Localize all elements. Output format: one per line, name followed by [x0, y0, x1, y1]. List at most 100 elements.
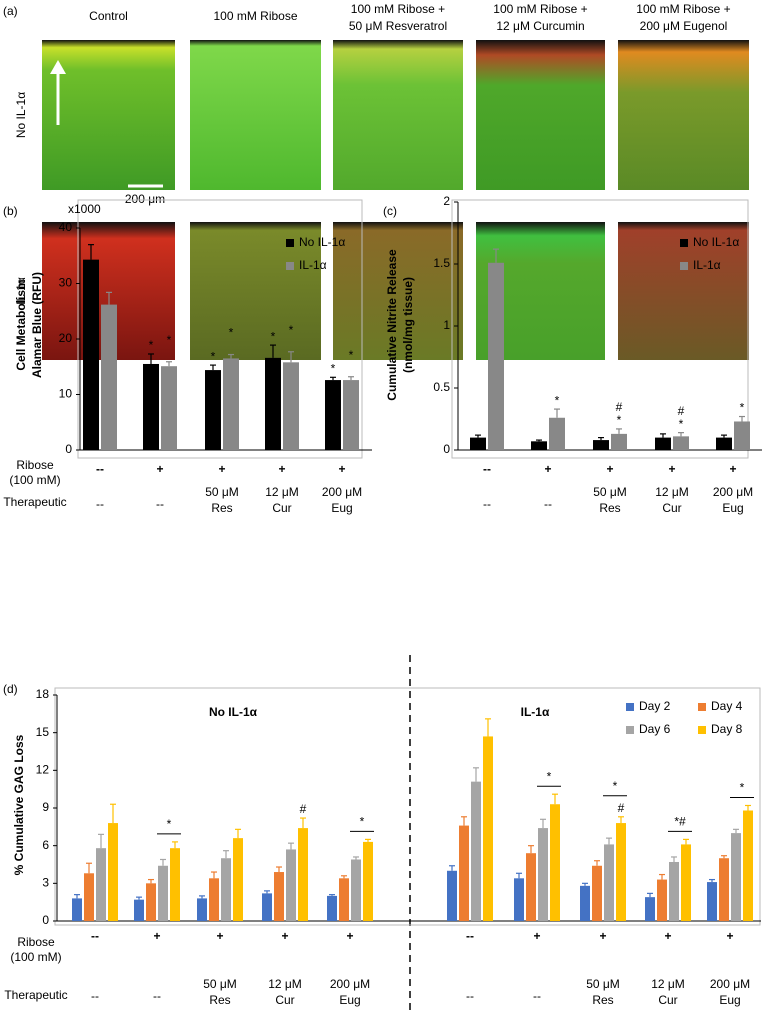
y-tick-label: 0.5	[433, 380, 450, 394]
significance-mark: *	[229, 326, 234, 340]
therapeutic-label: Cur	[275, 993, 294, 1007]
significance-mark: #	[678, 404, 685, 418]
bar	[286, 849, 296, 921]
bar	[223, 358, 239, 450]
legend-swatch	[680, 239, 688, 247]
row-label: Therapeutic	[4, 988, 67, 1002]
y-tick-label: 0	[65, 442, 72, 456]
bar	[205, 370, 221, 450]
bar	[550, 804, 560, 921]
panel-label: (b)	[3, 204, 18, 218]
ribose-mark: --	[466, 929, 474, 943]
column-header: 50 μM Resveratrol	[349, 19, 447, 33]
significance-mark: #	[616, 400, 623, 414]
significance-mark: *	[547, 769, 552, 783]
legend-label: Day 6	[639, 722, 671, 736]
y-axis-label: % Cumulative GAG Loss	[12, 734, 26, 875]
y-tick-label: 20	[59, 331, 73, 345]
scale-bar-label: 200 μm	[125, 192, 165, 206]
y-axis-label: Cell Metabolism	[14, 279, 28, 370]
therapeutic-label: 200 μM	[713, 485, 753, 499]
bar	[483, 736, 493, 921]
ribose-mark: +	[729, 462, 736, 476]
legend-swatch	[626, 703, 634, 711]
therapeutic-label: 50 μM	[205, 485, 239, 499]
panel-label: (a)	[3, 4, 18, 18]
bar	[170, 848, 180, 921]
y-tick-label: 1.5	[433, 256, 450, 270]
bar	[274, 872, 284, 921]
row-label: IL-1α	[14, 277, 28, 305]
ribose-mark: +	[726, 929, 733, 943]
ribose-mark: +	[153, 929, 160, 943]
therapeutic-label: 200 μM	[322, 485, 362, 499]
bar	[669, 861, 679, 921]
row-label: (100 mM)	[9, 473, 60, 487]
therapeutic-label: Eug	[719, 993, 740, 1007]
bar	[265, 357, 281, 450]
bar	[471, 781, 481, 921]
legend-label: Day 8	[711, 722, 743, 736]
therapeutic-label: --	[96, 497, 104, 511]
y-tick-label: 6	[42, 838, 49, 852]
column-header: 12 μM Curcumin	[496, 19, 584, 33]
significance-mark: *	[211, 349, 216, 363]
ribose-mark: --	[91, 929, 99, 943]
legend-label: No IL-1α	[693, 235, 739, 249]
bar	[84, 873, 94, 921]
bar	[611, 433, 627, 450]
therapeutic-label: Res	[211, 501, 232, 515]
legend-swatch	[626, 726, 634, 734]
legend-label: IL-1α	[693, 258, 721, 272]
therapeutic-label: Cur	[662, 501, 681, 515]
y-tick-label: 3	[42, 876, 49, 890]
ribose-mark: +	[599, 929, 606, 943]
y-tick-label: 30	[59, 276, 73, 290]
bar	[447, 870, 457, 921]
micrograph	[190, 222, 321, 360]
significance-mark: *	[740, 781, 745, 795]
bar	[731, 833, 741, 921]
therapeutic-label: 50 μM	[586, 977, 620, 991]
bar	[593, 440, 609, 450]
y-tick-label: 12	[36, 763, 50, 777]
micrograph	[476, 40, 605, 190]
bar	[514, 878, 524, 921]
micrograph	[618, 40, 749, 190]
bar	[459, 825, 469, 921]
column-header: 200 μM Eugenol	[640, 19, 728, 33]
bar	[134, 899, 144, 921]
significance-mark: *	[740, 401, 745, 415]
significance-mark: *	[271, 329, 276, 343]
bar	[531, 441, 547, 450]
bar	[604, 844, 614, 921]
y-tick-label: 40	[59, 220, 73, 234]
bar	[681, 844, 691, 921]
legend-label: No IL-1α	[299, 235, 345, 249]
therapeutic-label: --	[466, 989, 474, 1003]
significance-mark: *	[679, 417, 684, 431]
y-axis-label: Cumulative Nitrite Release	[385, 249, 399, 401]
y-tick-label: 1	[443, 318, 450, 332]
therapeutic-label: 50 μM	[203, 977, 237, 991]
therapeutic-label: --	[483, 497, 491, 511]
ribose-mark: +	[218, 462, 225, 476]
bar	[325, 380, 341, 450]
panel-label: (d)	[3, 682, 18, 696]
bar	[143, 363, 159, 450]
legend-swatch	[286, 239, 294, 247]
significance-mark: *	[617, 413, 622, 427]
ribose-mark: +	[216, 929, 223, 943]
bar	[96, 848, 106, 921]
legend-swatch	[698, 703, 706, 711]
bar	[655, 437, 671, 450]
bar	[470, 437, 486, 450]
therapeutic-label: 12 μM	[265, 485, 299, 499]
therapeutic-label: 200 μM	[710, 977, 750, 991]
therapeutic-label: Res	[209, 993, 230, 1007]
significance-mark: *	[167, 817, 172, 831]
y-tick-label: 18	[36, 687, 50, 701]
significance-mark: *	[360, 815, 365, 829]
bar	[298, 828, 308, 921]
